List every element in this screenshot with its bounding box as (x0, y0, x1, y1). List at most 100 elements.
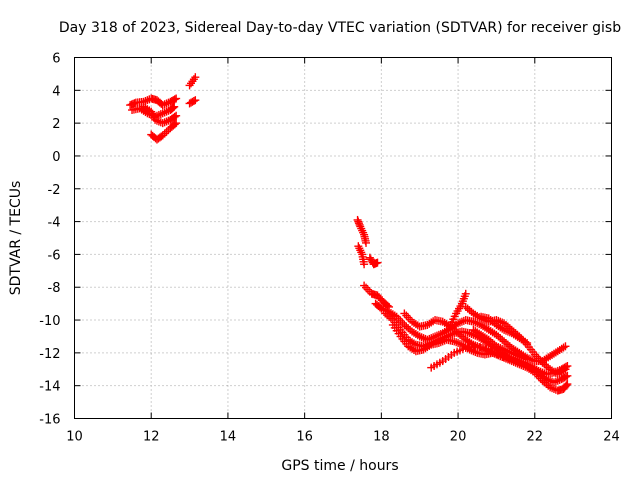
data-point (503, 347, 512, 356)
data-point (143, 96, 152, 105)
data-point (498, 344, 507, 353)
data-point (505, 348, 514, 357)
data-point (450, 337, 459, 346)
data-point (511, 350, 520, 359)
data-point (162, 117, 171, 126)
data-point (457, 317, 466, 326)
data-point (160, 118, 169, 127)
plot-frame (74, 57, 612, 419)
y-tick-label: 0 (52, 150, 60, 165)
data-point (515, 352, 524, 361)
data-point (469, 317, 478, 326)
data-point (536, 356, 545, 365)
data-point (425, 341, 434, 350)
data-point (562, 381, 571, 390)
x-tick-label: 20 (450, 430, 467, 445)
data-point (519, 361, 528, 370)
data-point (191, 96, 200, 105)
y-tick-label: -10 (39, 314, 60, 329)
data-point (563, 380, 572, 389)
data-point (162, 127, 171, 136)
data-point (170, 102, 179, 111)
data-point (454, 319, 463, 328)
data-point (517, 361, 526, 370)
data-point (455, 318, 464, 327)
y-tick-label: -12 (39, 347, 60, 362)
x-tick-label: 12 (143, 430, 160, 445)
data-point (519, 353, 528, 362)
data-points (126, 73, 572, 395)
data-point (471, 341, 480, 350)
data-point (402, 311, 411, 320)
data-point (513, 351, 522, 360)
data-point (551, 377, 560, 386)
data-point (379, 305, 388, 314)
data-point (158, 109, 167, 118)
data-point (502, 346, 511, 355)
data-point (492, 342, 501, 351)
data-point (170, 95, 179, 104)
data-point (373, 258, 382, 267)
y-tick-label: -6 (48, 248, 61, 263)
data-point (160, 129, 169, 138)
data-point (461, 289, 470, 298)
data-point (434, 339, 443, 348)
data-point (503, 327, 512, 336)
data-point (170, 112, 179, 121)
data-point (515, 360, 524, 369)
data-point (521, 354, 530, 363)
data-point (436, 338, 445, 347)
data-point (561, 365, 570, 374)
data-point (546, 383, 555, 392)
data-point (563, 371, 572, 380)
data-point (362, 283, 371, 292)
data-point (528, 356, 537, 365)
data-point (141, 96, 150, 105)
data-point (386, 314, 395, 323)
data-point (191, 73, 200, 82)
x-tick-label: 24 (603, 430, 620, 445)
data-point (162, 107, 171, 116)
data-point (500, 325, 509, 334)
data-point (496, 343, 505, 352)
data-point (377, 304, 386, 313)
data-point (500, 345, 509, 354)
data-point (438, 337, 447, 346)
data-point (156, 110, 165, 119)
data-point (360, 281, 369, 290)
data-point (548, 384, 557, 393)
data-point (502, 326, 511, 335)
data-point (523, 355, 532, 364)
y-tick-label: 2 (52, 117, 60, 132)
data-point (160, 108, 169, 117)
data-point (172, 111, 181, 120)
x-axis-label: GPS time / hours (281, 458, 398, 474)
data-point (169, 103, 178, 112)
data-point (507, 348, 516, 357)
data-point (160, 100, 169, 109)
data-point (517, 352, 526, 361)
x-tick-label: 18 (373, 430, 390, 445)
data-point (170, 120, 179, 129)
y-tick-label: -8 (48, 281, 61, 296)
data-point (471, 318, 480, 327)
data-point (168, 104, 177, 113)
data-point (151, 115, 160, 124)
data-point (162, 99, 171, 108)
data-point (172, 119, 181, 128)
data-point (549, 384, 558, 393)
chart-title: Day 318 of 2023, Sidereal Day-to-day VTE… (59, 20, 621, 36)
data-point (559, 366, 568, 375)
data-point (494, 343, 503, 352)
data-point (362, 238, 371, 247)
data-point (400, 309, 409, 318)
data-point (521, 337, 530, 346)
y-tick-label: -16 (39, 413, 60, 428)
data-point (513, 359, 522, 368)
data-point (158, 131, 167, 140)
data-point (360, 260, 369, 269)
data-point (561, 372, 570, 381)
x-tick-label: 14 (220, 430, 237, 445)
data-point (152, 116, 161, 125)
